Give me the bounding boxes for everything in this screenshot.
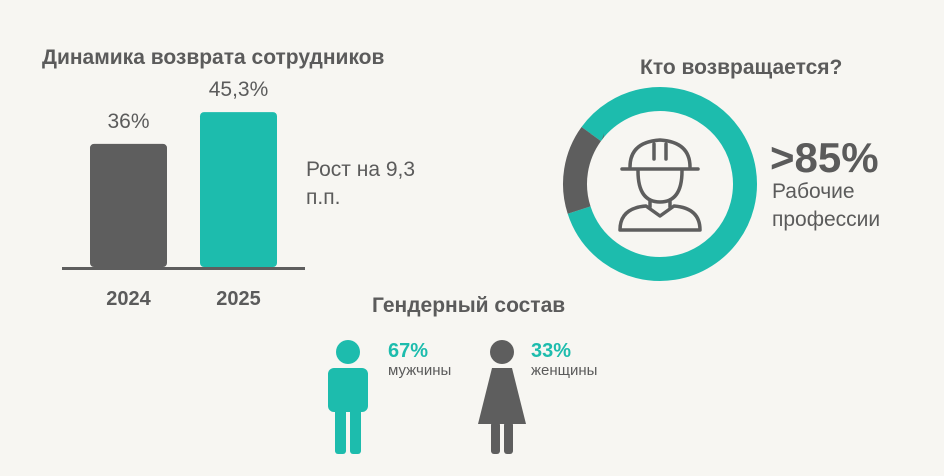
female-percentage: 33%: [531, 340, 572, 362]
growth-annotation: Рост на 9,3 п.п.: [306, 158, 416, 209]
bar-category-label: 2025: [216, 288, 261, 310]
gender-title: Гендерный состав: [372, 294, 566, 317]
worker-helmet-icon: [618, 138, 702, 232]
bar-category-label: 2024: [106, 288, 151, 310]
male-percentage: 67%: [388, 340, 429, 362]
donut-chart-title: Кто возвращается?: [640, 56, 843, 79]
woman-icon: [478, 340, 526, 454]
bar-2025: [200, 112, 277, 267]
bar-chart-title: Динамика возврата сотрудников: [42, 46, 385, 69]
donut-category-label: Рабочие профессии: [772, 180, 881, 231]
donut-slice-1: [563, 87, 757, 281]
man-icon: [328, 340, 368, 454]
bar-value-label: 45,3%: [209, 78, 269, 101]
bar-2024: [90, 143, 167, 267]
female-label: женщины: [531, 362, 598, 379]
donut-chart: [563, 87, 757, 281]
bar-value-label: 36%: [107, 110, 149, 133]
male-label: мужчины: [388, 362, 452, 379]
donut-value-label: >85%: [770, 134, 879, 181]
donut-slice-0: [563, 87, 757, 281]
bar-chart: 36% 2024 45,3% 2025: [62, 78, 305, 310]
